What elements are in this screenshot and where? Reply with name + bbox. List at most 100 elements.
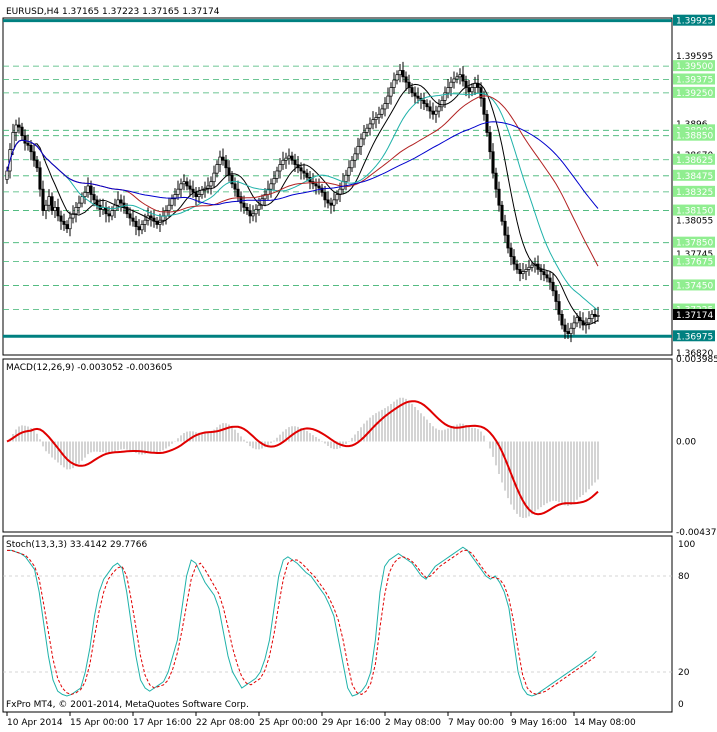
candle-body [401, 70, 405, 78]
candle-body [242, 202, 246, 208]
candle-body [353, 153, 357, 161]
price-axis-tick-label: 1.36820 [676, 349, 713, 359]
candle-body [512, 256, 516, 265]
candle-body [200, 189, 204, 195]
candle-body [80, 196, 84, 204]
candle-body [569, 327, 573, 334]
candle-body [125, 207, 129, 215]
ma-blue-line [6, 121, 599, 209]
candle-body [383, 103, 387, 110]
candle-body [575, 317, 579, 324]
price-frame [2, 17, 673, 356]
level-label: 1.37675 [676, 257, 713, 267]
candle-body [47, 196, 51, 206]
candle-body [131, 217, 135, 222]
candle-body [428, 106, 432, 112]
candle-body [389, 87, 393, 97]
candle-body [299, 167, 303, 172]
candle-body [545, 274, 549, 279]
candle-body [347, 167, 351, 176]
candle-body [143, 219, 147, 225]
candle-body [50, 196, 54, 211]
level-label: 1.37450 [676, 281, 713, 291]
candle-body [245, 207, 249, 211]
stoch-signal-line [7, 549, 597, 695]
time-axis-tick-label: 17 Apr 16:00 [133, 718, 192, 728]
symbol-info-label: EURUSD,H4 1.37165 1.37223 1.37165 1.3717… [6, 7, 220, 17]
candle-body [29, 144, 33, 153]
candle-body [215, 164, 219, 174]
candle-body [119, 199, 123, 204]
candle-body [224, 159, 228, 169]
candle-body [392, 79, 396, 88]
candle-body [278, 164, 282, 172]
candle-body [566, 331, 570, 334]
candle-body [467, 87, 471, 93]
candle-body [275, 170, 279, 179]
time-axis-tick-label: 2 May 08:00 [385, 718, 441, 728]
stochastic-panel[interactable]: Stoch(13,3,3) 33.4142 29.7766 100 80 20 0 [3, 540, 695, 710]
candle-body [404, 76, 408, 83]
candle-body [542, 271, 546, 276]
price-panel[interactable]: 1.395951.39261.38961.386701.380551.37745… [3, 14, 715, 359]
candle-body [251, 213, 255, 217]
candle-body [530, 264, 534, 268]
candle-body [23, 135, 27, 144]
candle-body [5, 170, 9, 180]
candle-body [248, 210, 252, 217]
candle-body [398, 70, 402, 76]
candle-body [212, 172, 216, 183]
time-axis-tick-label: 22 Apr 08:00 [196, 718, 255, 728]
candle-body [596, 315, 600, 317]
candle-body [500, 204, 504, 222]
candle-body [173, 194, 177, 200]
stoch-title: Stoch(13,3,3) 33.4142 29.7766 [6, 540, 147, 550]
candle-body [56, 207, 60, 217]
candle-body [521, 271, 525, 275]
candle-body [128, 213, 132, 219]
candle-body [269, 183, 273, 190]
macd-panel[interactable]: MACD(12,26,9) -0.003052 -0.003605 0.00398… [6, 355, 717, 538]
candle-body [470, 87, 474, 93]
candle-body [326, 199, 330, 204]
candle-body [182, 181, 186, 185]
candle-body [236, 188, 240, 198]
candle-body [323, 192, 327, 201]
level-label: 1.38850 [676, 132, 713, 142]
candle-body [290, 155, 294, 161]
candle-body [335, 194, 339, 201]
level-label-box [673, 236, 715, 248]
candle-body [437, 106, 441, 112]
level-label: 1.37850 [676, 239, 713, 249]
price-axis-tick-label: 1.37745 [676, 250, 713, 260]
level-label: 1.38325 [676, 188, 713, 198]
candle-body [422, 100, 426, 104]
candle-body [317, 185, 321, 189]
candle-body [434, 110, 438, 115]
candle-body [77, 202, 81, 208]
candle-body [341, 181, 345, 190]
candle-body [386, 95, 390, 104]
candle-body [413, 92, 417, 97]
candle-body [188, 185, 192, 190]
candle-body [491, 151, 495, 174]
candle-body [197, 194, 201, 198]
time-axis-tick-label: 7 May 00:00 [448, 718, 504, 728]
candle-body [509, 247, 513, 257]
candle-body [41, 188, 45, 211]
level-label-box [673, 60, 715, 72]
macd-signal-line [6, 400, 599, 516]
candle-body [461, 74, 465, 82]
time-axis-tick-label: 10 Apr 2014 [7, 718, 63, 728]
level-label-box [673, 73, 715, 85]
candle-body [320, 187, 324, 193]
candle-body [221, 156, 225, 161]
stoch-main-line [7, 546, 597, 697]
candle-body [374, 117, 378, 120]
candle-body [371, 119, 375, 125]
candle-body [458, 74, 462, 78]
candle-body [356, 146, 360, 155]
candle-body [167, 204, 171, 211]
